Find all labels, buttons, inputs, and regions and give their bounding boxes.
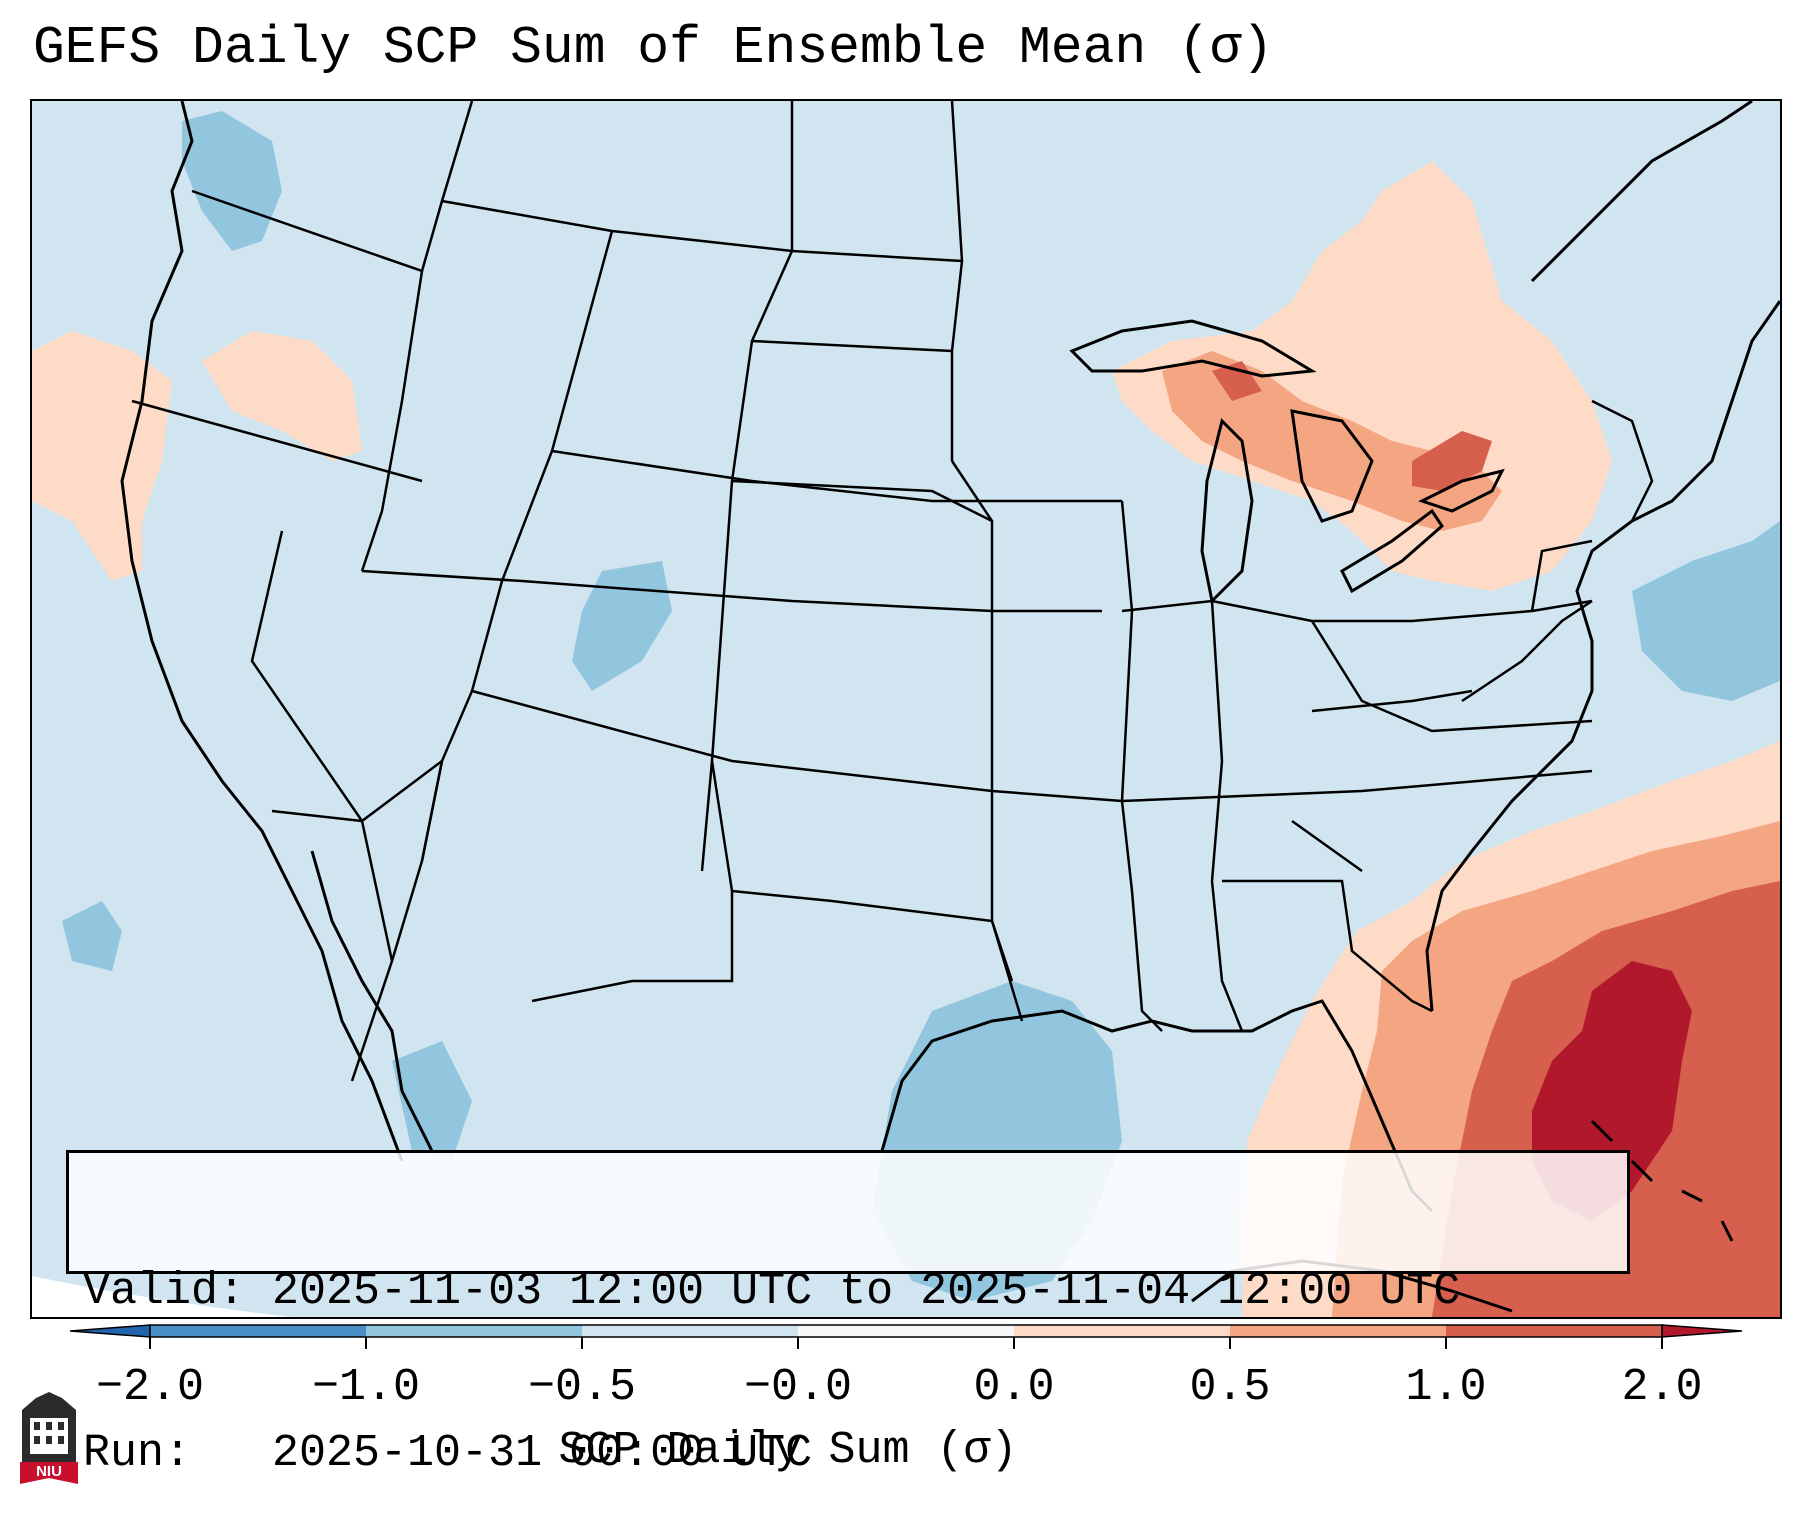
- anomaly-positive-strong-michigan: [1212, 361, 1262, 401]
- colorbar-tick-label: 1.0: [1405, 1362, 1487, 1413]
- lake-superior: [1069, 319, 1317, 378]
- colorbar-segment-2: [366, 1325, 582, 1337]
- anomaly-positive-light-northwest: [32, 331, 172, 581]
- colorbar-extend-high: [1661, 1324, 1743, 1338]
- colorbar-ticks: [149, 1337, 1663, 1349]
- colorbar-segment-7: [1446, 1325, 1662, 1337]
- colorbar-tick-label: 0.0: [973, 1362, 1055, 1413]
- colorbar-outline: [149, 1324, 1663, 1338]
- colorbar-segment-5: [1014, 1325, 1230, 1337]
- colorbar-tick-label: −0.0: [743, 1362, 853, 1413]
- run-time-text: Run: 2025-10-31 00:00 UTC: [83, 1428, 813, 1479]
- coastline-east: [1425, 300, 1780, 1012]
- anomaly-negative-atlantic: [1632, 521, 1780, 701]
- colorbar-label: SCP Daily Sum (σ): [558, 1425, 1018, 1476]
- colorbar-tick-label: 0.5: [1189, 1362, 1271, 1413]
- colorbar-segment-1: [150, 1325, 366, 1337]
- logo-text: NIU: [36, 1463, 62, 1480]
- colorbar: [70, 1324, 1743, 1349]
- anomaly-positive-strong-ontario: [1412, 431, 1492, 491]
- niu-logo-icon: NIU: [20, 1392, 78, 1484]
- anomaly-negative-baja: [392, 1041, 472, 1161]
- bahamas: [1590, 1119, 1734, 1242]
- colorbar-segment-3: [582, 1325, 798, 1337]
- lake-huron: [1290, 409, 1374, 523]
- state-borders: [131, 101, 1654, 1082]
- map-canvas: [32, 101, 1780, 1317]
- coastline-gulf: [880, 999, 1434, 1213]
- projection-edge: [32, 1276, 292, 1317]
- colorbar-tick-label: 2.0: [1621, 1362, 1703, 1413]
- anomaly-negative-washington: [182, 111, 282, 251]
- coastline-west: [120, 101, 404, 1162]
- valid-time-text: Valid: 2025-11-03 12:00 UTC to 2025-11-0…: [83, 1266, 1461, 1317]
- coastline-canada: [1530, 101, 1753, 283]
- map-panel: [30, 99, 1782, 1319]
- colorbar-tick-label: −1.0: [311, 1362, 421, 1413]
- validity-info-box: Valid: 2025-11-03 12:00 UTC to 2025-11-0…: [66, 1150, 1630, 1479]
- colorbar-segment-6: [1230, 1325, 1446, 1337]
- anomaly-positive-extreme-south-2: [1592, 971, 1662, 1041]
- anomaly-negative-colorado: [572, 561, 672, 691]
- colorbar-extend-low: [70, 1324, 151, 1338]
- anomaly-negative-pacific: [62, 901, 122, 971]
- colorbar-segment-4: [798, 1325, 1014, 1337]
- colorbar-tick-label: −0.5: [527, 1362, 637, 1413]
- lake-erie: [1340, 508, 1444, 594]
- lake-michigan: [1200, 418, 1254, 605]
- anomaly-positive-light-oregon: [202, 331, 362, 461]
- lake-ontario: [1418, 468, 1505, 513]
- chart-title: GEFS Daily SCP Sum of Ensemble Mean (σ): [33, 18, 1274, 78]
- colorbar-tick-label: −2.0: [95, 1362, 205, 1413]
